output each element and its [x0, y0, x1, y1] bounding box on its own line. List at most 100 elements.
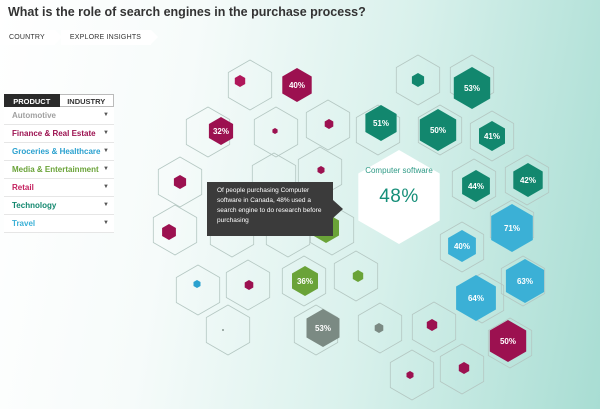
hex-40-blue[interactable]: 40% — [448, 230, 476, 262]
small-hex-marker[interactable] — [406, 371, 414, 379]
hex-cell-outline[interactable] — [205, 304, 251, 356]
hex-percent-label: 53% — [464, 84, 480, 93]
hex-percent-label: 50% — [430, 126, 446, 135]
chevron-down-icon: ▼ — [103, 130, 109, 136]
filter-panel: PRODUCT INDUSTRY Automotive ▼ Finance & Re… — [4, 94, 114, 233]
hex-cell-outline[interactable] — [227, 59, 273, 111]
breadcrumb-country[interactable]: COUNTRY — [0, 30, 62, 45]
hex-cell-outline[interactable] — [395, 54, 441, 106]
small-hex-marker[interactable] — [411, 73, 425, 87]
hex-cell-outline[interactable] — [225, 259, 271, 311]
hex-cell-outline[interactable] — [500, 255, 546, 307]
tooltip: Of people purchasing Computer software i… — [207, 182, 343, 236]
hex-cell-outline[interactable] — [439, 221, 485, 273]
chevron-down-icon: ▼ — [103, 166, 109, 172]
hex-53-gray[interactable]: 53% — [306, 309, 340, 347]
hex-44-teal[interactable]: 44% — [462, 170, 490, 202]
hex-percent-label: 53% — [315, 324, 331, 333]
hex-percent-label: 36% — [297, 277, 313, 286]
category-technology[interactable]: Technology ▼ — [4, 197, 114, 215]
category-label: Automotive — [12, 111, 56, 120]
category-label: Technology — [12, 201, 57, 210]
hex-percent-label: 71% — [504, 224, 520, 233]
hex-64-blue[interactable]: 64% — [456, 275, 496, 321]
tab-industry[interactable]: INDUSTRY — [59, 94, 114, 107]
category-list: Automotive ▼ Finance & Real Estate ▼ Groceri… — [4, 107, 114, 233]
product-industry-toggle: PRODUCT INDUSTRY — [4, 94, 114, 107]
category-groceries-healthcare[interactable]: Groceries & Healthcare ▼ — [4, 143, 114, 161]
hex-50-teal[interactable]: 50% — [419, 109, 457, 151]
category-finance-real-estate[interactable]: Finance & Real Estate ▼ — [4, 125, 114, 143]
small-hex-marker[interactable] — [324, 119, 334, 129]
hex-53-teal[interactable]: 53% — [453, 67, 491, 109]
hex-percent-label: 42% — [520, 176, 536, 185]
small-hex-marker[interactable] — [193, 280, 201, 288]
featured-hex-content: Computer software 48% — [355, 160, 443, 208]
small-hex-marker[interactable] — [244, 280, 254, 290]
hex-percent-label: 40% — [454, 242, 470, 251]
breadcrumb: COUNTRY EXPLORE INSIGHTS — [0, 30, 159, 45]
hex-cell-outline[interactable] — [439, 343, 485, 395]
category-retail[interactable]: Retail ▼ — [4, 179, 114, 197]
small-hex-marker[interactable] — [458, 362, 470, 374]
category-travel[interactable]: Travel ▼ — [4, 215, 114, 233]
hex-32-maroon[interactable]: 32% — [208, 117, 234, 145]
hex-cell-outline[interactable] — [305, 99, 351, 151]
small-hex-marker[interactable] — [222, 329, 224, 331]
hex-50-maroon[interactable]: 50% — [489, 320, 527, 362]
small-hex-marker[interactable] — [173, 175, 187, 189]
hex-40-maroon[interactable]: 40% — [282, 68, 312, 102]
hex-cell-outline[interactable] — [157, 156, 203, 208]
hex-36-green[interactable]: 36% — [292, 266, 318, 296]
hex-41-teal[interactable]: 41% — [479, 121, 505, 151]
hex-percent-label: 40% — [289, 81, 305, 90]
hex-percent-label: 63% — [517, 277, 533, 286]
hex-cell-outline[interactable] — [411, 301, 457, 353]
small-hex-marker[interactable] — [317, 166, 325, 174]
hex-percent-label: 50% — [500, 337, 516, 346]
small-hex-marker[interactable] — [426, 319, 438, 331]
hex-percent-label: 41% — [484, 132, 500, 141]
small-hex-marker[interactable] — [352, 270, 364, 282]
tab-product[interactable]: PRODUCT — [4, 94, 60, 107]
category-label: Retail — [12, 183, 34, 192]
hex-cell-outline[interactable] — [152, 204, 198, 256]
hex-cell-outline[interactable] — [185, 106, 231, 158]
hex-cell-outline[interactable] — [253, 106, 299, 158]
hex-percent-label: 51% — [373, 119, 389, 128]
category-label: Travel — [12, 219, 36, 228]
small-hex-marker[interactable] — [374, 323, 384, 333]
chevron-down-icon: ▼ — [103, 184, 109, 190]
hex-cell-outline[interactable] — [355, 104, 401, 156]
chevron-down-icon: ▼ — [103, 148, 109, 154]
hex-cell-outline[interactable] — [417, 104, 463, 156]
small-hex-marker[interactable] — [272, 128, 278, 134]
page-title: What is the role of search engines in th… — [8, 5, 366, 19]
hex-cell-outline[interactable] — [281, 255, 327, 307]
hex-cell-outline[interactable] — [357, 302, 403, 354]
hex-51-teal[interactable]: 51% — [365, 105, 397, 141]
small-hex-marker[interactable] — [162, 224, 176, 240]
category-media-entertainment[interactable]: Media & Entertainment ▼ — [4, 161, 114, 179]
hex-percent-label: 32% — [213, 127, 229, 136]
small-hex-marker[interactable] — [234, 75, 246, 87]
chevron-down-icon: ▼ — [103, 220, 109, 226]
hex-cell-outline[interactable] — [389, 349, 435, 401]
featured-hex[interactable] — [358, 150, 440, 244]
hex-71-blue[interactable]: 71% — [491, 204, 533, 252]
hex-cell-outline[interactable] — [504, 154, 550, 206]
category-automotive[interactable]: Automotive ▼ — [4, 107, 114, 125]
hex-cell-outline[interactable] — [469, 110, 515, 162]
breadcrumb-explore-insights[interactable]: EXPLORE INSIGHTS — [60, 30, 159, 45]
hex-percent-label: 64% — [468, 294, 484, 303]
hex-cell-outline[interactable] — [333, 250, 379, 302]
hex-cell-outline[interactable] — [487, 317, 533, 369]
chevron-down-icon: ▼ — [103, 202, 109, 208]
hex-cell-outline[interactable] — [175, 264, 221, 316]
hex-percent-label: 44% — [468, 182, 484, 191]
hex-42-teal[interactable]: 42% — [513, 163, 543, 197]
hex-63-blue[interactable]: 63% — [505, 259, 545, 303]
category-label: Finance & Real Estate — [12, 129, 96, 138]
category-label: Media & Entertainment — [12, 165, 99, 174]
hex-cell-outline[interactable] — [451, 158, 497, 210]
